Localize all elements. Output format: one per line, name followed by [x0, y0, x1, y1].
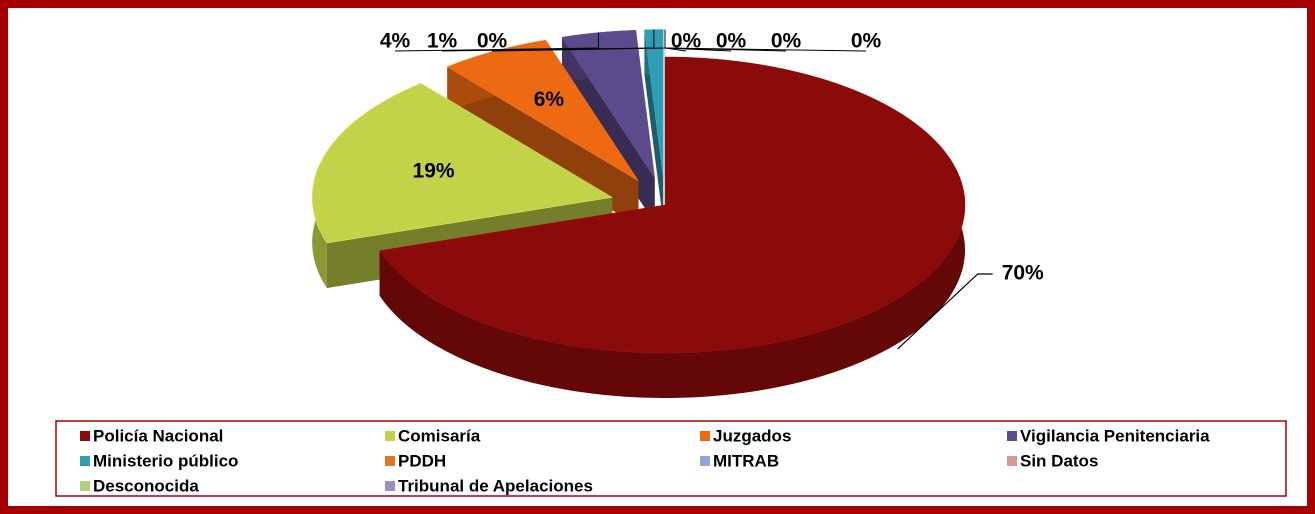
- legend-box: [55, 420, 1287, 497]
- data-label: 6%: [534, 88, 565, 111]
- slice-side: [644, 29, 664, 223]
- legend-swatch: [385, 481, 395, 491]
- data-label: 70%: [1002, 262, 1044, 285]
- data-label: 4%: [380, 30, 411, 53]
- data-label: 0%: [771, 30, 802, 53]
- slice-top: [311, 83, 613, 244]
- slice-top: [379, 56, 966, 354]
- pie-slice: [379, 56, 966, 398]
- legend-label: Sin Datos: [1020, 451, 1098, 470]
- legend-label: MITRAB: [713, 451, 779, 470]
- leader-line: [897, 273, 993, 350]
- legend-swatch: [700, 456, 710, 466]
- legend-swatch: [1007, 431, 1017, 441]
- leader-line: [664, 29, 867, 52]
- legend-swatch: [80, 456, 90, 466]
- data-label: 0%: [716, 30, 747, 53]
- pie-slice: [446, 39, 639, 226]
- legend-label: Comisaría: [398, 426, 481, 445]
- legend-swatch: [80, 431, 90, 441]
- legend-label: Tribunal de Apelaciones: [398, 476, 593, 495]
- legend-swatch: [385, 456, 395, 466]
- legend-label: Ministerio público: [93, 451, 238, 470]
- pie-slice: [644, 29, 664, 223]
- data-label: 0%: [851, 30, 882, 53]
- leader-line: [394, 32, 599, 52]
- legend-label: Desconocida: [93, 476, 199, 495]
- legend-label: PDDH: [398, 451, 446, 470]
- data-label: 0%: [477, 30, 508, 53]
- legend-label: Vigilancia Penitenciaria: [1020, 426, 1210, 445]
- legend-swatch: [1007, 456, 1017, 466]
- legend-label: Juzgados: [713, 426, 791, 445]
- data-label: 1%: [427, 30, 458, 53]
- legend-swatch: [385, 431, 395, 441]
- legend-swatch: [80, 481, 90, 491]
- legend-swatch: [700, 431, 710, 441]
- data-label: 0%: [671, 30, 702, 53]
- legend-label: Policía Nacional: [93, 426, 223, 445]
- data-label: 19%: [413, 159, 455, 182]
